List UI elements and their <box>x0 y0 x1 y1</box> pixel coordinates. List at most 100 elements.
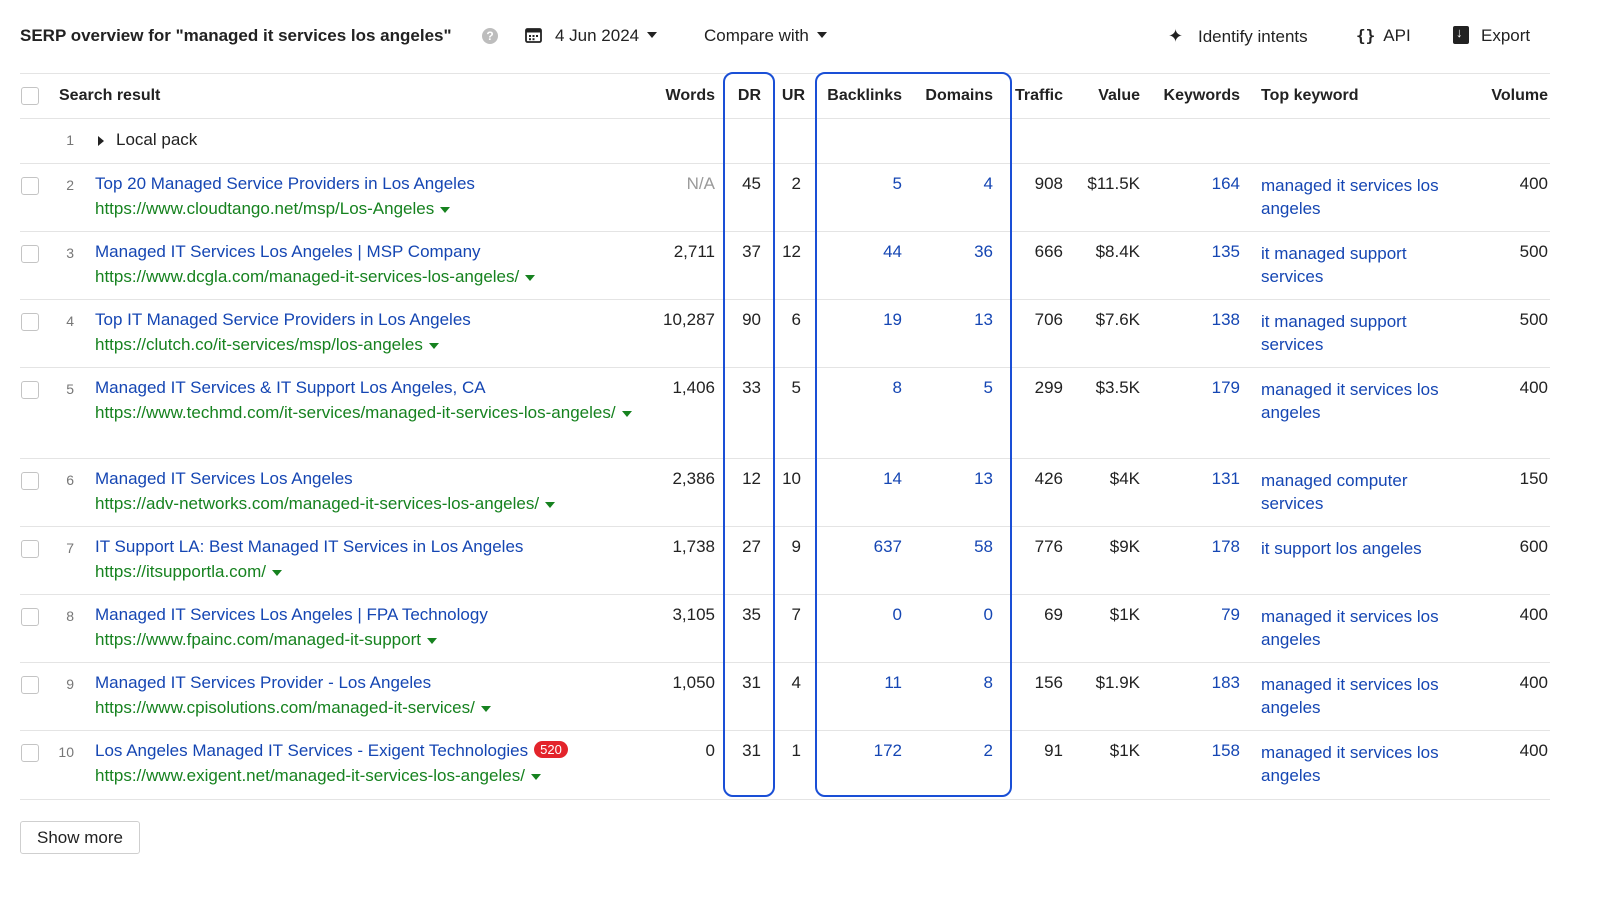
col-top-keyword[interactable]: Top keyword <box>1261 87 1359 104</box>
result-title-link[interactable]: Managed IT Services Los Angeles <box>95 469 353 488</box>
backlinks-link[interactable]: 8 <box>892 378 902 397</box>
top-keyword-link[interactable]: managed it services los angeles <box>1261 380 1439 422</box>
row-checkbox[interactable] <box>21 540 39 558</box>
expand-caret-icon[interactable] <box>98 136 104 146</box>
domains-link[interactable]: 2 <box>983 741 993 760</box>
top-keyword-link[interactable]: managed it services los angeles <box>1261 743 1439 785</box>
top-keyword-link[interactable]: managed it services los angeles <box>1261 176 1439 218</box>
row-checkbox[interactable] <box>21 744 39 762</box>
chevron-down-icon[interactable] <box>480 705 491 712</box>
date-picker-button[interactable]: 4 Jun 2024 <box>520 22 690 50</box>
col-words[interactable]: Words <box>665 87 715 104</box>
top-keyword-link[interactable]: managed it services los angeles <box>1261 675 1439 717</box>
backlinks-link[interactable]: 11 <box>884 673 902 692</box>
export-button[interactable]: Export <box>1453 25 1530 46</box>
domains-link[interactable]: 58 <box>974 537 993 556</box>
chevron-down-icon[interactable] <box>621 410 632 417</box>
chevron-down-icon[interactable] <box>545 501 556 508</box>
compare-with-dropdown[interactable]: Compare with <box>704 26 827 46</box>
result-title-link[interactable]: Managed IT Services & IT Support Los Ang… <box>95 378 486 397</box>
row-checkbox[interactable] <box>21 313 39 331</box>
result-title-link[interactable]: Managed IT Services Los Angeles | MSP Co… <box>95 242 481 261</box>
keywords-link[interactable]: 135 <box>1211 242 1240 261</box>
value-amount: $8.4K <box>1095 242 1140 261</box>
col-volume[interactable]: Volume <box>1491 87 1548 104</box>
result-url-link[interactable]: https://www.fpainc.com/managed-it-suppor… <box>95 628 645 651</box>
result-title-link[interactable]: Managed IT Services Los Angeles | FPA Te… <box>95 605 488 624</box>
chevron-down-icon[interactable] <box>426 637 437 644</box>
result-url-link[interactable]: https://www.exigent.net/managed-it-servi… <box>95 764 645 787</box>
keywords-link[interactable]: 138 <box>1211 310 1240 329</box>
table-row: 5 Managed IT Services & IT Support Los An… <box>20 367 1550 458</box>
backlinks-link[interactable]: 172 <box>873 741 902 760</box>
col-value[interactable]: Value <box>1098 87 1140 104</box>
result-url-link[interactable]: https://www.cloudtango.net/msp/Los-Angel… <box>95 197 645 220</box>
result-url-link[interactable]: https://itsupportla.com/ <box>95 560 645 583</box>
result-url-link[interactable]: https://www.dcgla.com/managed-it-service… <box>95 265 645 288</box>
keywords-link[interactable]: 179 <box>1211 378 1240 397</box>
col-keywords[interactable]: Keywords <box>1163 87 1240 104</box>
col-ur[interactable]: UR <box>781 87 805 104</box>
col-backlinks[interactable]: Backlinks <box>827 87 902 104</box>
result-url-link[interactable]: https://adv-networks.com/managed-it-serv… <box>95 492 645 515</box>
row-checkbox[interactable] <box>21 608 39 626</box>
backlinks-link[interactable]: 44 <box>883 242 902 261</box>
dr-value: 31 <box>742 673 761 692</box>
result-title-link[interactable]: Managed IT Services Provider - Los Angel… <box>95 673 432 692</box>
value-amount: $1K <box>1109 741 1140 760</box>
chevron-down-icon[interactable] <box>530 773 541 780</box>
local-pack-label[interactable]: Local pack <box>116 130 198 149</box>
backlinks-link[interactable]: 19 <box>883 310 902 329</box>
chevron-down-icon[interactable] <box>428 342 439 349</box>
keywords-link[interactable]: 79 <box>1221 605 1240 624</box>
backlinks-link[interactable]: 5 <box>892 174 902 193</box>
domains-link[interactable]: 36 <box>974 242 993 261</box>
divider <box>20 730 1550 731</box>
row-checkbox[interactable] <box>21 381 39 399</box>
ur-value: 12 <box>782 242 801 261</box>
col-search-result[interactable]: Search result <box>59 87 161 104</box>
row-checkbox[interactable] <box>21 676 39 694</box>
row-checkbox[interactable] <box>21 472 39 490</box>
domains-link[interactable]: 8 <box>983 673 993 692</box>
col-domains[interactable]: Domains <box>925 87 993 104</box>
domains-link[interactable]: 5 <box>983 378 993 397</box>
result-title-link[interactable]: Top 20 Managed Service Providers in Los … <box>95 174 475 193</box>
domains-link[interactable]: 4 <box>983 174 993 193</box>
keywords-link[interactable]: 164 <box>1211 174 1240 193</box>
domains-link[interactable]: 13 <box>974 469 993 488</box>
top-keyword-link[interactable]: it managed support services <box>1261 244 1407 286</box>
chevron-down-icon[interactable] <box>440 206 451 213</box>
result-url-link[interactable]: https://www.cpisolutions.com/managed-it-… <box>95 696 645 719</box>
show-more-button[interactable]: Show more <box>20 821 140 854</box>
row-checkbox[interactable] <box>21 177 39 195</box>
select-all-checkbox[interactable] <box>21 87 39 105</box>
backlinks-link[interactable]: 0 <box>892 605 902 624</box>
identify-intents-button[interactable]: ✦ Identify intents <box>1168 26 1308 46</box>
result-url-link[interactable]: https://clutch.co/it-services/msp/los-an… <box>95 333 645 356</box>
row-checkbox[interactable] <box>21 245 39 263</box>
help-icon[interactable]: ? <box>482 28 498 44</box>
keywords-link[interactable]: 131 <box>1211 469 1240 488</box>
domains-link[interactable]: 13 <box>974 310 993 329</box>
local-pack-row[interactable]: 1 Local pack <box>20 118 1550 163</box>
domains-link[interactable]: 0 <box>983 605 993 624</box>
keywords-link[interactable]: 158 <box>1211 741 1240 760</box>
backlinks-link[interactable]: 637 <box>873 537 902 556</box>
top-keyword-link[interactable]: managed it services los angeles <box>1261 607 1439 649</box>
col-dr[interactable]: DR <box>737 87 761 104</box>
col-traffic[interactable]: Traffic <box>1014 87 1063 104</box>
top-keyword-link[interactable]: it support los angeles <box>1261 539 1422 558</box>
backlinks-link[interactable]: 14 <box>883 469 902 488</box>
keywords-link[interactable]: 183 <box>1211 673 1240 692</box>
result-title-link[interactable]: IT Support LA: Best Managed IT Services … <box>95 537 524 556</box>
chevron-down-icon[interactable] <box>272 569 283 576</box>
keywords-link[interactable]: 178 <box>1211 537 1240 556</box>
top-keyword-link[interactable]: it managed support services <box>1261 312 1407 354</box>
top-keyword-link[interactable]: managed computer services <box>1261 471 1408 513</box>
result-title-link[interactable]: Top IT Managed Service Providers in Los … <box>95 310 471 329</box>
result-url-link[interactable]: https://www.techmd.com/it-services/manag… <box>95 401 645 424</box>
chevron-down-icon[interactable] <box>525 274 536 281</box>
api-button[interactable]: {} API <box>1356 26 1411 45</box>
result-title-link[interactable]: Los Angeles Managed IT Services - Exigen… <box>95 741 568 761</box>
